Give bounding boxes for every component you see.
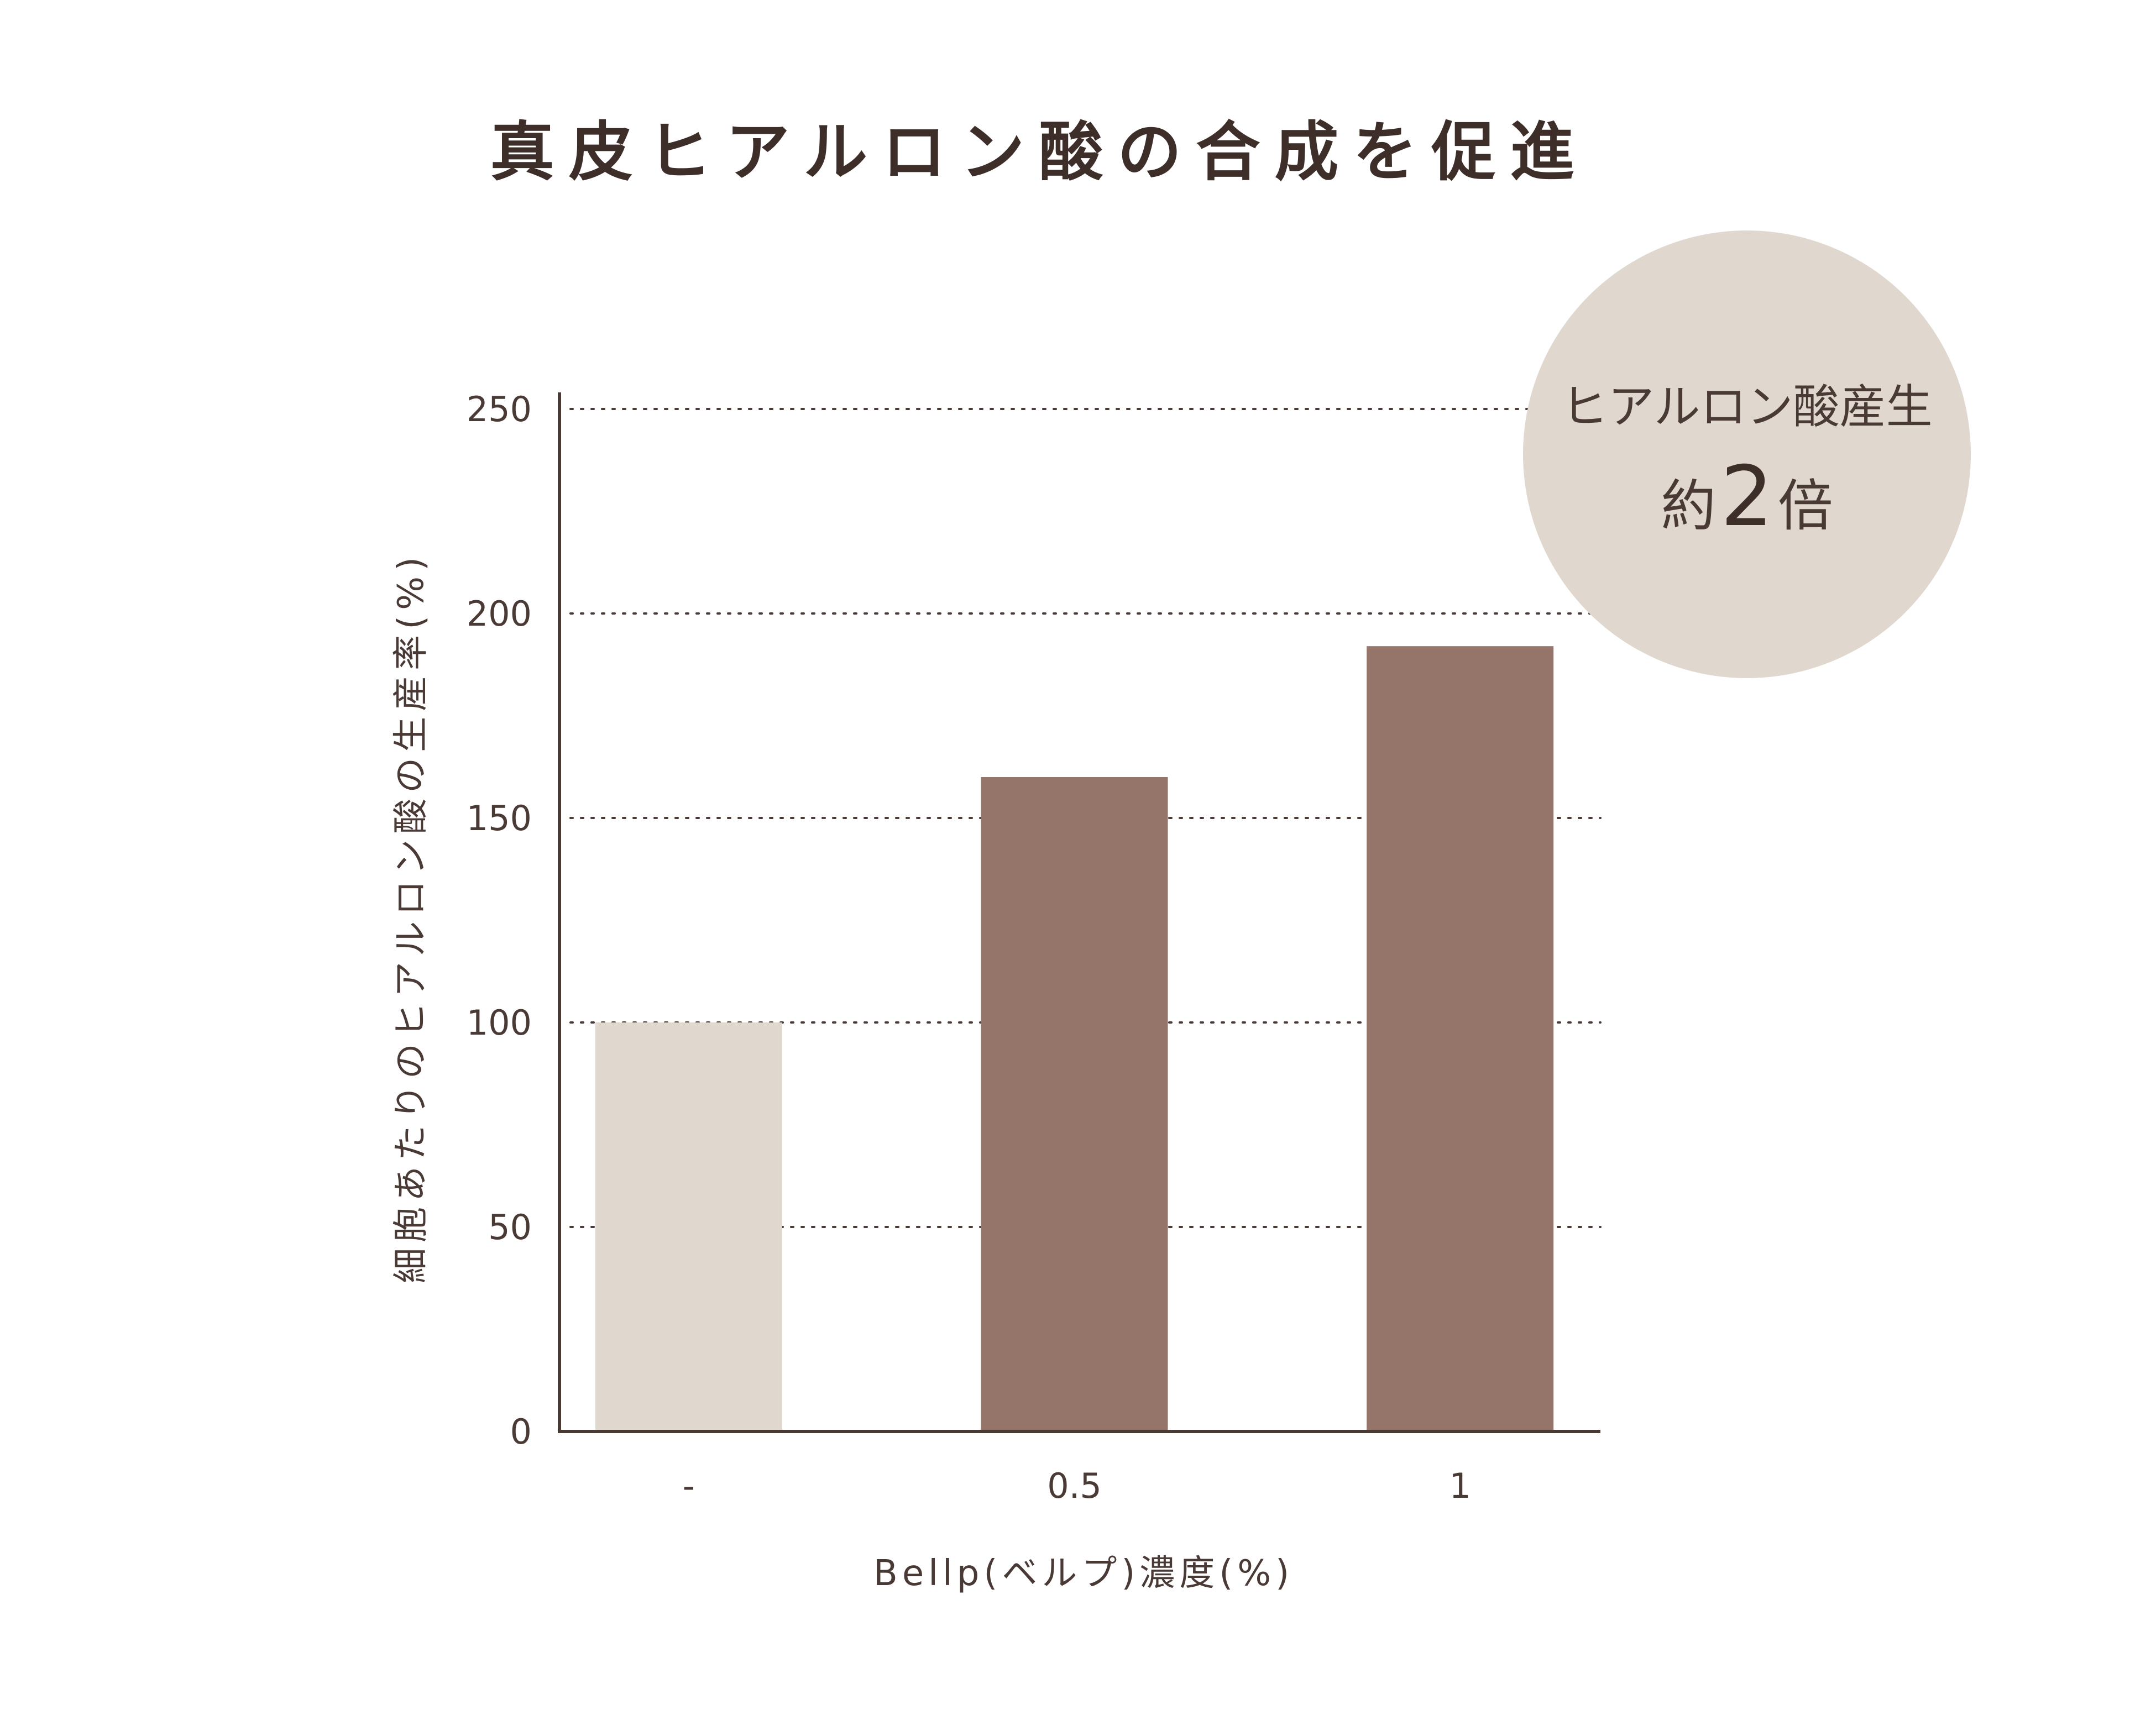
badge-value: 約2倍 [1661,449,1833,545]
bars [595,646,1554,1431]
bar [981,777,1168,1431]
badge-number: 2 [1720,449,1773,545]
y-tick-label: 0 [510,1412,532,1452]
y-axis-label: 細胞あたりのヒアルロン酸の生産率(%) [391,552,432,1283]
y-tick-label: 200 [467,594,532,634]
badge-suffix: 倍 [1778,474,1833,538]
highlight-badge [1523,230,1971,678]
x-axis-label: Bellp(ベルプ)濃度(%) [873,1553,1294,1594]
y-tick-label: 150 [467,798,532,838]
x-tick-label: 0.5 [1047,1466,1102,1506]
bar [595,1022,782,1431]
badge-prefix: 約 [1661,474,1716,538]
x-tick-label: - [683,1466,695,1506]
bar [1367,646,1554,1431]
badge-label: ヒアルロン酸産生 [1561,380,1932,434]
y-tick-label: 100 [467,1003,532,1043]
y-tick-labels: 0 50 100 150 200 250 [467,389,532,1452]
chart-title: 真皮ヒアルロン酸の合成を促進 [490,115,1589,190]
x-tick-label: 1 [1449,1466,1471,1506]
x-tick-labels: - 0.5 1 [683,1466,1471,1506]
y-tick-label: 250 [467,389,532,429]
axes [558,392,1600,1433]
y-tick-label: 50 [488,1207,532,1247]
